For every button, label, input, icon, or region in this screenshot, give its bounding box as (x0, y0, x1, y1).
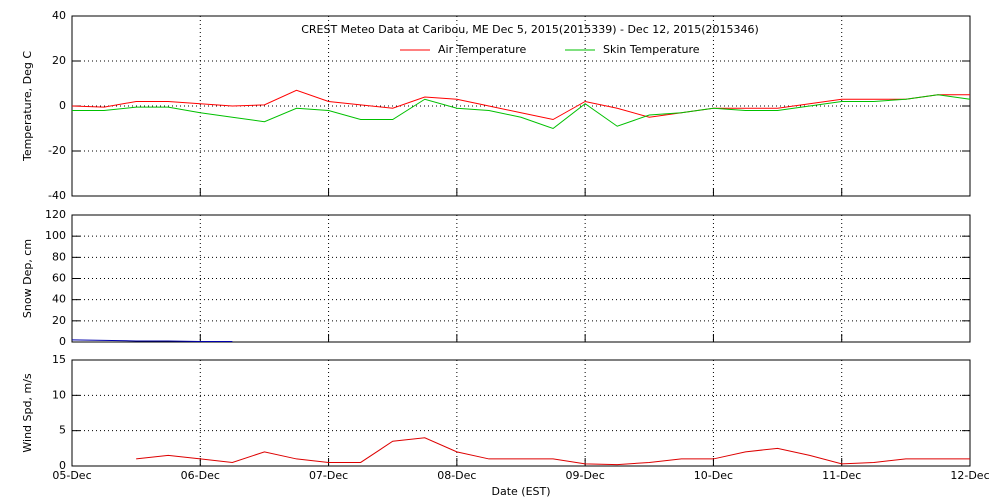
y-tick-label: 20 (52, 314, 66, 327)
y-tick-label: -20 (48, 144, 66, 157)
x-tick-label: 12-Dec (950, 469, 989, 482)
x-tick-label: 05-Dec (52, 469, 91, 482)
x-tick-label: 06-Dec (181, 469, 220, 482)
y-axis-label: Wind Spd, m/s (21, 373, 34, 453)
legend-label: Skin Temperature (603, 43, 700, 56)
data-line (71, 339, 233, 342)
y-tick-label: 40 (52, 293, 66, 306)
y-tick-label: 0 (59, 459, 66, 472)
x-axis-label: Date (EST) (491, 485, 550, 498)
y-tick-label: 5 (59, 424, 66, 437)
y-tick-label: 40 (52, 9, 66, 22)
y-tick-label: 120 (45, 208, 66, 221)
y-tick-label: 100 (45, 229, 66, 242)
y-tick-label: 80 (52, 250, 66, 263)
chart-title: CREST Meteo Data at Caribou, ME Dec 5, 2… (301, 23, 759, 36)
y-tick-label: 15 (52, 353, 66, 366)
y-tick-label: 20 (52, 54, 66, 67)
y-axis-label: Temperature, Deg C (21, 51, 34, 162)
x-tick-label: 09-Dec (566, 469, 605, 482)
y-axis-label: Snow Dep, cm (21, 239, 34, 318)
data-line (72, 94, 971, 130)
y-tick-label: 0 (59, 335, 66, 348)
y-tick-label: -40 (48, 189, 66, 202)
y-tick-label: 10 (52, 388, 66, 401)
x-tick-label: 07-Dec (309, 469, 348, 482)
plot-frame (71, 359, 971, 467)
x-tick-label: 10-Dec (694, 469, 733, 482)
y-tick-label: 60 (52, 272, 66, 285)
data-line (71, 89, 970, 121)
x-tick-label: 11-Dec (822, 469, 861, 482)
x-tick-label: 08-Dec (437, 469, 476, 482)
legend-label: Air Temperature (438, 43, 527, 56)
y-tick-label: 0 (59, 99, 66, 112)
data-line (136, 437, 970, 466)
